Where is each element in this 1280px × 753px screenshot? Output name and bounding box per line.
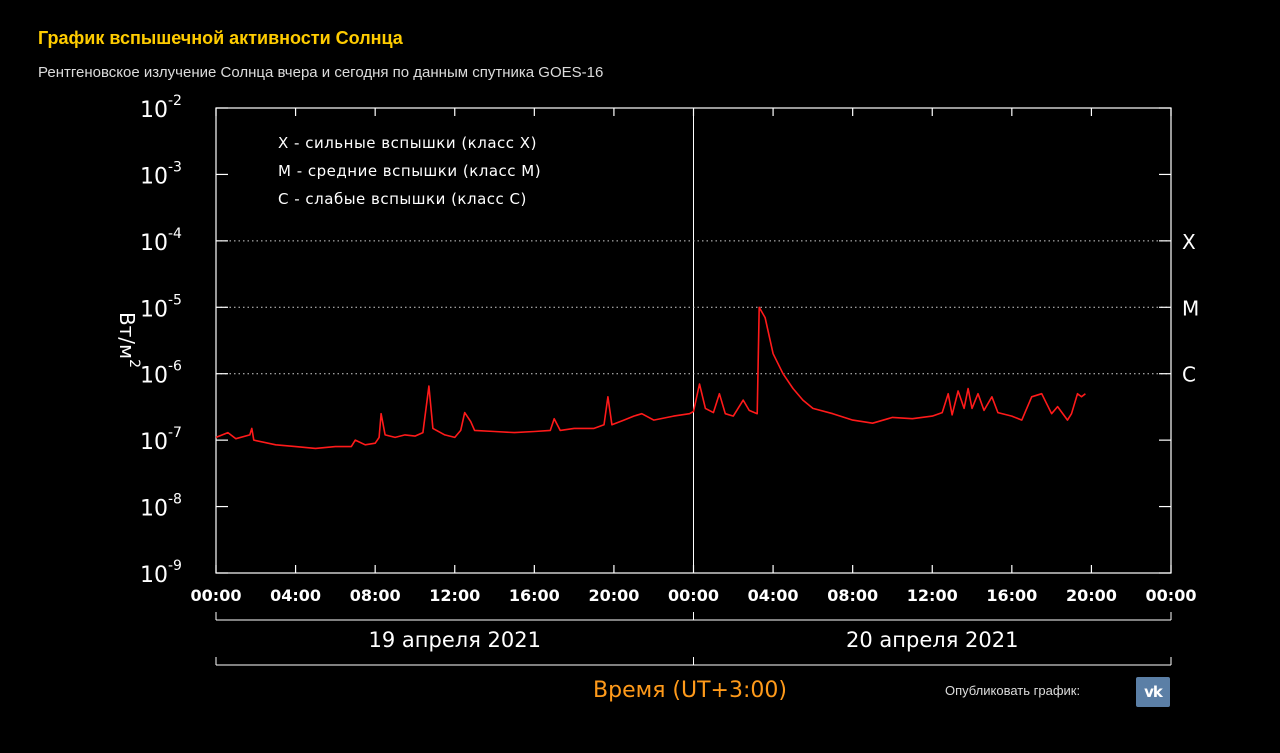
y-tick-label: 10-8: [140, 492, 182, 522]
y-tick-label: 10-7: [140, 425, 182, 455]
x-tick-label: 04:00: [748, 586, 799, 605]
x-tick-label: 16:00: [509, 586, 560, 605]
x-tick-label: 20:00: [588, 586, 639, 605]
x-tick-label: 20:00: [1066, 586, 1117, 605]
x-tick-label: 08:00: [350, 586, 401, 605]
class-label-c: C: [1182, 363, 1196, 387]
x-tick-label: 04:00: [270, 586, 321, 605]
series-line: [215, 306, 1086, 450]
page-title: График вспышечной активности Солнца: [38, 28, 403, 48]
x-tick-label: 12:00: [429, 586, 480, 605]
y-tick-label: 10-9: [140, 558, 182, 588]
y-tick-label: 10-2: [140, 93, 182, 123]
x-tick-label: 08:00: [827, 586, 878, 605]
y-tick-label: 10-6: [140, 359, 182, 389]
x-axis-label: Время (UT+3:00): [593, 678, 787, 703]
y-axis-label: Вт/м2: [115, 312, 142, 368]
page-subtitle: Рентгеновское излучение Солнца вчера и с…: [38, 64, 604, 81]
x-tick-label: 16:00: [986, 586, 1037, 605]
legend-item: M - средние вспышки (класс M): [278, 162, 541, 180]
vk-icon[interactable]: vk: [1136, 677, 1170, 707]
legend-item: C - слабые вспышки (класс C): [278, 190, 527, 208]
class-label-m: M: [1182, 296, 1199, 320]
y-tick-label: 10-3: [140, 159, 182, 189]
y-tick-label: 10-5: [140, 292, 182, 322]
x-tick-label: 00:00: [1146, 586, 1197, 605]
class-label-x: X: [1182, 230, 1196, 254]
x-tick-label: 12:00: [907, 586, 958, 605]
x-tick-label: 00:00: [668, 586, 719, 605]
publish-label: Опубликовать график:: [945, 683, 1081, 698]
day-label: 19 апреля 2021: [369, 628, 541, 652]
day-label: 20 апреля 2021: [846, 628, 1018, 652]
legend-item: X - сильные вспышки (класс X): [278, 134, 537, 152]
x-tick-label: 00:00: [191, 586, 242, 605]
y-tick-label: 10-4: [140, 226, 182, 256]
